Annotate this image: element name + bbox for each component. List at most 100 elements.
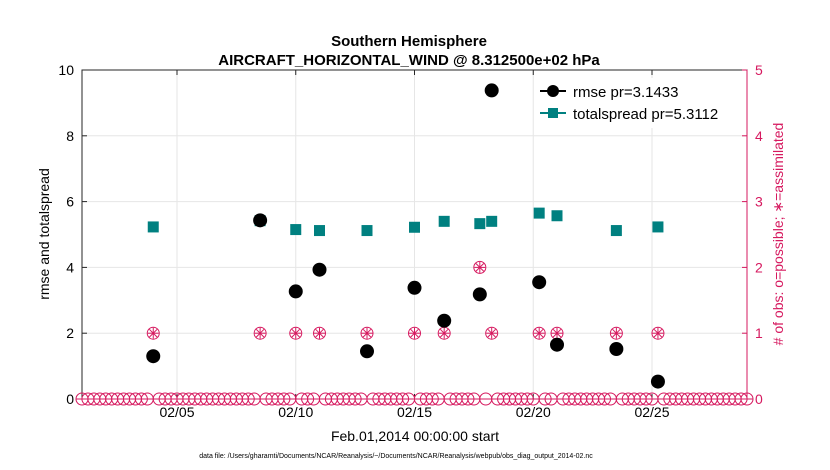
chart-title-line1: Southern Hemisphere — [331, 33, 487, 50]
y-tick-label-left: 10 — [58, 62, 74, 78]
x-axis-label: Feb.01,2014 00:00:00 start — [331, 428, 499, 444]
legend-spread-marker — [548, 108, 558, 118]
rmse-point — [609, 341, 624, 356]
obs-marker — [485, 326, 499, 340]
obs-marker — [651, 326, 665, 340]
obs-zero-marker — [247, 392, 261, 406]
obs-possible-circle — [473, 260, 487, 274]
obs-possible-circle — [313, 326, 326, 340]
totalspread-point — [652, 221, 664, 233]
obs-assimilated-star — [552, 328, 562, 338]
rmse-point — [146, 349, 161, 364]
obs-zero-marker — [479, 392, 493, 406]
obs-zero-marker — [354, 392, 368, 406]
obs-possible-circle — [740, 392, 754, 406]
rmse-point — [407, 280, 422, 295]
obs-zero-marker — [740, 392, 754, 406]
x-tick-label: 02/15 — [397, 404, 432, 420]
obs-assimilated-star — [410, 328, 419, 338]
y-tick-label-right: 4 — [755, 128, 763, 144]
y-tick-label-right: 2 — [755, 259, 763, 275]
legend: rmse pr=3.1433 totalspread pr=5.3112 — [535, 78, 738, 128]
totalspread-point — [533, 207, 545, 219]
obs-assimilated-star — [291, 328, 300, 338]
obs-possible-circle — [532, 326, 546, 340]
obs-zero-marker — [603, 392, 617, 406]
obs-assimilated-star — [653, 328, 663, 338]
obs-assimilated-star — [487, 328, 496, 338]
obs-marker — [609, 326, 623, 340]
legend-rmse-label: rmse pr=3.1433 — [573, 84, 678, 101]
obs-zero-marker — [431, 392, 445, 406]
obs-marker — [313, 326, 326, 340]
obs-marker — [473, 260, 487, 274]
totalspread-point — [486, 215, 498, 227]
obs-marker — [360, 326, 374, 340]
axis-ticks: 02/05 02/10 02/15 02/20 02/25 0 2 4 6 8 10 0 1 2 3 4 5 — [58, 62, 763, 420]
rmse-point — [288, 284, 303, 299]
y-tick-label-right: 5 — [755, 62, 763, 78]
y-axis-label-left: rmse and totalspread — [36, 168, 52, 300]
data-series — [146, 83, 665, 389]
obs-assimilated-star — [439, 328, 449, 338]
x-tick-label: 02/25 — [634, 404, 669, 420]
obs-count-markers — [75, 260, 754, 406]
legend-box — [535, 78, 738, 128]
obs-marker — [437, 326, 451, 340]
obs-assimilated-star — [362, 328, 372, 338]
rmse-point — [550, 337, 564, 352]
obs-zero-marker — [467, 392, 481, 406]
y-tick-label-left: 2 — [66, 325, 74, 341]
obs-assimilated-star — [612, 328, 621, 338]
y-tick-label-right: 0 — [755, 391, 763, 407]
rmse-point — [472, 287, 487, 302]
obs-marker — [146, 326, 160, 340]
legend-spread-label: totalspread pr=5.3112 — [573, 106, 718, 123]
obs-assimilated-star — [255, 328, 265, 338]
obs-possible-circle — [609, 326, 623, 340]
obs-assimilated-star — [315, 328, 324, 338]
obs-marker — [253, 326, 267, 340]
totalspread-point — [438, 215, 450, 227]
chart-title-line2: AIRCRAFT_HORIZONTAL_WIND @ 8.312500e+02 … — [218, 52, 600, 69]
y-axis-label-right: # of obs: o=possible; ∗=assimilated — [770, 123, 786, 346]
obs-assimilated-star — [475, 263, 485, 272]
obs-marker — [408, 326, 421, 340]
totalspread-point — [314, 225, 325, 237]
totalspread-point — [147, 221, 159, 233]
rmse-point — [532, 275, 547, 290]
obs-assimilated-star — [149, 328, 158, 338]
y-tick-label-right: 3 — [755, 194, 763, 210]
y-tick-label-left: 8 — [66, 128, 74, 144]
x-tick-label: 02/05 — [159, 404, 194, 420]
totalspread-point — [551, 210, 563, 222]
rmse-point — [312, 262, 327, 277]
obs-possible-circle — [289, 326, 303, 340]
legend-rmse-marker — [547, 85, 559, 97]
obs-possible-circle — [485, 326, 499, 340]
obs-assimilated-star — [534, 328, 544, 338]
obs-zero-marker — [544, 392, 558, 406]
totalspread-point — [409, 221, 420, 233]
y-tick-label-left: 6 — [66, 194, 74, 210]
totalspread-point — [361, 225, 373, 237]
rmse-point — [253, 213, 268, 228]
x-tick-label: 02/10 — [278, 404, 313, 420]
rmse-point — [360, 344, 374, 359]
obs-possible-circle — [360, 326, 374, 340]
totalspread-point — [290, 224, 302, 236]
obs-possible-circle — [253, 326, 267, 340]
y-tick-label-left: 4 — [66, 259, 74, 275]
obs-zero-marker — [140, 392, 154, 406]
obs-zero-marker — [307, 392, 321, 406]
data-file-footnote: data file: /Users/gharamti/Documents/NCA… — [199, 453, 593, 460]
totalspread-point — [610, 225, 622, 237]
rmse-point — [437, 313, 452, 328]
totalspread-point — [474, 218, 486, 230]
obs-marker — [550, 326, 564, 340]
obs-possible-circle — [651, 326, 665, 340]
x-tick-label: 02/20 — [516, 404, 551, 420]
obs-marker — [289, 326, 303, 340]
obs-possible-circle — [408, 326, 421, 340]
